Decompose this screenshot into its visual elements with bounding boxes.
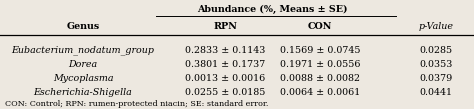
Text: Dorea: Dorea [68,60,98,69]
Text: 0.0088 ± 0.0082: 0.0088 ± 0.0082 [280,74,360,83]
Text: 0.0441: 0.0441 [419,88,453,97]
Text: 0.1971 ± 0.0556: 0.1971 ± 0.0556 [280,60,360,69]
Text: Escherichia-Shigella: Escherichia-Shigella [34,88,132,97]
Text: RPN: RPN [213,22,237,31]
Text: Eubacterium_nodatum_group: Eubacterium_nodatum_group [11,46,155,55]
Text: 0.3801 ± 0.1737: 0.3801 ± 0.1737 [185,60,265,69]
Text: 0.0255 ± 0.0185: 0.0255 ± 0.0185 [185,88,265,97]
Text: 0.1569 ± 0.0745: 0.1569 ± 0.0745 [280,46,360,54]
Text: CON: CON [308,22,332,31]
Text: 0.0064 ± 0.0061: 0.0064 ± 0.0061 [280,88,360,97]
Text: p-Value: p-Value [419,22,454,31]
Text: 0.0285: 0.0285 [419,46,453,54]
Text: CON: Control; RPN: rumen-protected niacin; SE: standard error.: CON: Control; RPN: rumen-protected niaci… [5,100,268,108]
Text: 0.0379: 0.0379 [419,74,453,83]
Text: Abundance (%, Means ± SE): Abundance (%, Means ± SE) [197,5,348,14]
Text: 0.0013 ± 0.0016: 0.0013 ± 0.0016 [185,74,265,83]
Text: Genus: Genus [66,22,100,31]
Text: 0.0353: 0.0353 [419,60,453,69]
Text: Mycoplasma: Mycoplasma [53,74,113,83]
Text: 0.2833 ± 0.1143: 0.2833 ± 0.1143 [185,46,265,54]
